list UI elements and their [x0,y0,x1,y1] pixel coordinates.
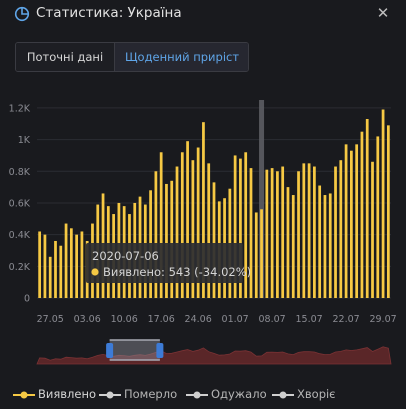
bar[interactable] [170,180,174,298]
bar[interactable] [207,163,211,298]
x-tick-label: 27.05 [37,314,64,325]
navigator-area [36,346,392,365]
window-title: Статистика: Україна [36,5,182,21]
y-tick-label: 0.6K [9,198,31,209]
bar[interactable] [59,245,63,298]
bar[interactable] [239,158,242,298]
x-axis: 27.05 03.06 10.06 17.06 24.06 01.07 08.07 15.07… [37,314,397,325]
tooltip-box [86,243,243,283]
bar[interactable] [344,144,348,298]
bar[interactable] [376,136,380,298]
bar[interactable] [191,160,195,298]
bar[interactable] [318,185,322,298]
bar[interactable] [302,163,306,298]
legend-line-icon [99,391,121,399]
x-tick-label: 17.06 [148,314,175,325]
bar[interactable] [159,152,163,298]
tooltip-value: Виявлено: 543 (-34.02%) [103,265,251,279]
legend-line-icon [13,391,35,399]
bar[interactable] [64,223,68,298]
bar[interactable] [254,212,258,298]
x-tick-label: 22.07 [332,314,359,325]
bar[interactable] [360,131,364,298]
bar[interactable] [233,155,237,298]
bar[interactable] [180,152,184,298]
bar[interactable] [307,163,311,298]
bar[interactable] [291,195,295,298]
legend-label-detected: Виявлено [38,387,97,401]
x-tick-label: 03.06 [74,314,101,325]
bar[interactable] [69,228,73,298]
x-tick-label: 08.07 [259,314,286,325]
bar[interactable] [334,166,337,298]
bar[interactable] [339,160,343,298]
bar[interactable] [175,166,179,298]
legend-line-icon [272,391,294,399]
navigator-handle-left[interactable] [106,343,114,358]
pie-chart-icon [14,6,30,22]
bar[interactable] [281,166,285,298]
y-tick-label: 0.2K [9,262,31,273]
navigator-window[interactable] [109,340,160,360]
daily-growth-chart[interactable]: 0 0.2K 0.4K 0.6K 0.8K 1K 1.2K 27.05 03.06 10.06 1… [0,88,406,378]
close-icon[interactable]: ✕ [376,4,390,22]
bar[interactable] [202,122,205,298]
bar[interactable] [38,231,42,298]
chart-legend: Виявлено Померло Одужало Хворіє [0,386,406,404]
tab-current-data[interactable]: Поточні дані [16,43,115,71]
chart-tooltip: 2020-07-06 Виявлено: 543 (-34.02%) [86,243,251,283]
bar[interactable] [365,119,369,298]
bar[interactable] [48,256,52,298]
bar[interactable] [154,171,158,298]
bar[interactable] [386,125,390,299]
bar[interactable] [328,193,332,298]
bar[interactable] [186,141,189,298]
range-navigator[interactable] [36,339,392,365]
x-tick-label: 15.07 [296,314,323,325]
bar[interactable] [165,183,168,298]
bar[interactable] [249,168,253,298]
bar[interactable] [297,171,300,298]
y-tick-label: 0.4K [9,230,31,241]
bar[interactable] [381,109,385,298]
hover-crosshair [259,100,265,298]
bar[interactable] [260,209,263,298]
legend-line-icon [186,391,208,399]
x-tick-label: 10.06 [111,314,138,325]
bar[interactable] [276,171,279,298]
bar[interactable] [355,144,359,298]
tooltip-dot [91,268,99,276]
legend-label-recovered: Одужало [211,387,267,401]
x-tick-label: 24.06 [185,314,212,325]
x-tick-label: 29.07 [369,314,396,325]
legend-label-died: Померло [124,387,178,401]
bar[interactable] [244,152,248,298]
y-axis: 0 0.2K 0.4K 0.6K 0.8K 1K 1.2K [9,103,31,304]
header: Статистика: Україна ✕ [0,0,406,30]
bar[interactable] [212,182,216,298]
tooltip-date: 2020-07-06 [92,249,159,263]
bar[interactable] [265,169,269,298]
navigator-handle-right[interactable] [156,343,164,358]
y-tick-label: 0.8K [9,167,31,178]
tab-bar: Поточні дані Щоденний приріст [15,42,249,72]
y-tick-label: 0 [24,294,30,305]
legend-label-sick: Хворіє [297,387,336,401]
bar[interactable] [323,195,327,298]
bar[interactable] [349,150,353,298]
bar[interactable] [313,166,316,298]
tab-daily-growth[interactable]: Щоденний приріст [115,43,248,71]
y-tick-label: 1.2K [9,103,31,114]
bar[interactable] [270,168,274,298]
bar[interactable] [80,231,84,298]
bar[interactable] [196,147,200,298]
x-tick-label: 01.07 [222,314,249,325]
y-tick-label: 1K [18,135,31,146]
bar[interactable] [371,161,374,298]
bar[interactable] [286,187,290,298]
bar[interactable] [54,240,57,298]
bar[interactable] [43,234,47,298]
bar[interactable] [75,234,79,298]
